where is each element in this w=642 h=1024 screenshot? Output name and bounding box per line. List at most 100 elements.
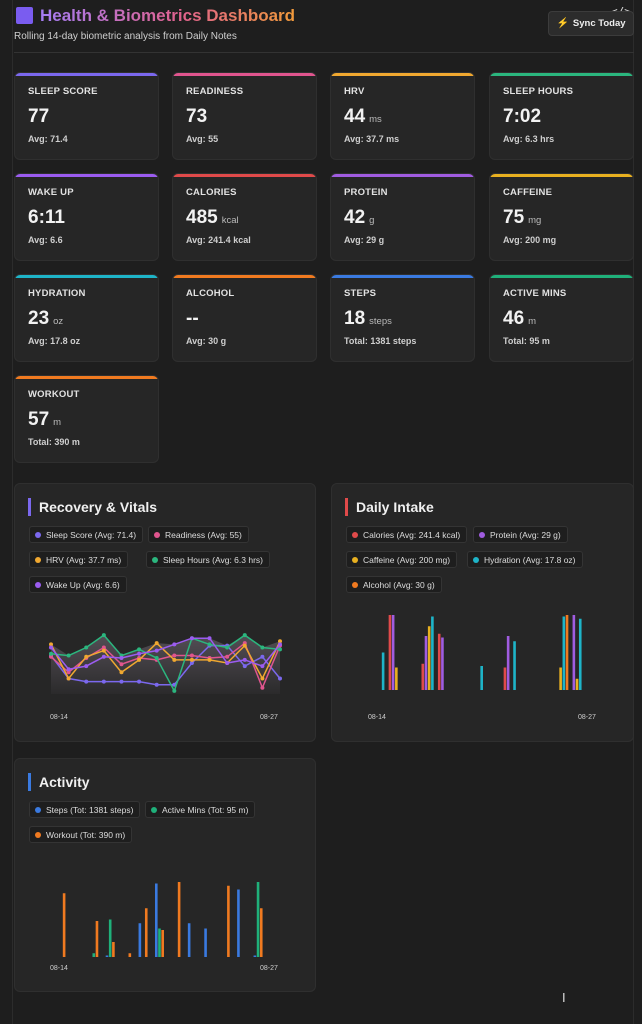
bar[interactable] (112, 942, 115, 957)
legend-item[interactable]: Active Mins (Tot: 95 m) (145, 801, 256, 818)
bar[interactable] (565, 615, 569, 690)
data-point[interactable] (101, 679, 106, 684)
legend-item[interactable]: Readiness (Avg: 55) (148, 526, 249, 543)
data-point[interactable] (207, 636, 212, 641)
data-point[interactable] (119, 670, 124, 675)
legend-item[interactable]: Caffeine (Avg: 200 mg) (346, 551, 458, 568)
data-point[interactable] (137, 651, 142, 656)
data-point[interactable] (154, 648, 159, 653)
data-point[interactable] (137, 679, 142, 684)
bar[interactable] (144, 908, 148, 957)
data-point[interactable] (49, 651, 53, 656)
legend-item[interactable]: Alcohol (Avg: 30 g) (346, 576, 442, 593)
bar[interactable] (253, 955, 257, 958)
bar[interactable] (395, 667, 398, 691)
data-point[interactable] (49, 654, 53, 659)
data-point[interactable] (242, 664, 247, 669)
bar[interactable] (381, 652, 385, 691)
data-point[interactable] (66, 653, 71, 658)
data-point[interactable] (260, 685, 265, 690)
bar[interactable] (92, 953, 96, 957)
bar[interactable] (391, 615, 395, 690)
data-point[interactable] (278, 647, 282, 652)
bar[interactable] (562, 616, 566, 691)
bar[interactable] (256, 882, 260, 957)
legend-item[interactable]: Protein (Avg: 29 g) (473, 526, 568, 543)
data-point[interactable] (278, 639, 282, 644)
data-point[interactable] (154, 656, 159, 661)
data-point[interactable] (278, 642, 282, 647)
bar[interactable] (177, 882, 181, 957)
data-point[interactable] (207, 642, 212, 647)
data-point[interactable] (260, 654, 265, 659)
bar[interactable] (105, 955, 109, 958)
data-point[interactable] (84, 645, 89, 650)
legend-item[interactable]: Calories (Avg: 241.4 kcal) (346, 526, 468, 543)
bar[interactable] (503, 667, 507, 691)
data-point[interactable] (260, 645, 265, 650)
bar[interactable] (237, 889, 240, 958)
data-point[interactable] (172, 657, 177, 662)
data-point[interactable] (49, 645, 53, 650)
data-point[interactable] (66, 667, 71, 672)
bar[interactable] (421, 663, 425, 690)
legend-item[interactable]: Steps (Tot: 1381 steps) (29, 801, 141, 818)
data-point[interactable] (66, 670, 71, 675)
data-point[interactable] (260, 676, 265, 681)
data-point[interactable] (207, 657, 212, 662)
bar[interactable] (431, 616, 434, 691)
bar[interactable] (138, 923, 142, 957)
sync-today-button[interactable]: ⚡ Sync Today (548, 11, 634, 36)
bar[interactable] (427, 626, 431, 690)
data-point[interactable] (84, 654, 89, 659)
data-point[interactable] (172, 653, 177, 658)
data-point[interactable] (189, 657, 194, 662)
bar[interactable] (506, 636, 510, 690)
data-point[interactable] (101, 654, 106, 659)
bar[interactable] (204, 928, 207, 958)
bar[interactable] (480, 666, 483, 690)
data-point[interactable] (119, 656, 124, 661)
data-point[interactable] (101, 633, 106, 638)
data-point[interactable] (225, 661, 230, 665)
legend-item[interactable]: Sleep Score (Avg: 71.4) (29, 526, 144, 543)
data-point[interactable] (260, 664, 265, 669)
data-point[interactable] (101, 648, 106, 653)
bar[interactable] (128, 953, 132, 957)
legend-item[interactable]: HRV (Avg: 37.7 ms) (29, 551, 129, 568)
data-point[interactable] (154, 682, 159, 687)
data-point[interactable] (189, 653, 194, 658)
legend-item[interactable]: Hydration (Avg: 17.8 oz) (467, 551, 583, 568)
data-point[interactable] (84, 679, 89, 684)
data-point[interactable] (154, 641, 159, 646)
bar[interactable] (108, 919, 112, 958)
bar[interactable] (95, 921, 99, 957)
bar[interactable] (441, 637, 444, 691)
bar[interactable] (388, 615, 392, 690)
data-point[interactable] (278, 676, 282, 681)
data-point[interactable] (137, 647, 142, 652)
data-point[interactable] (189, 636, 194, 641)
data-point[interactable] (119, 679, 124, 684)
bar[interactable] (161, 930, 164, 957)
bar[interactable] (578, 618, 582, 690)
bar[interactable] (62, 893, 66, 957)
data-point[interactable] (172, 688, 177, 693)
data-point[interactable] (49, 642, 53, 647)
data-point[interactable] (101, 645, 106, 650)
data-point[interactable] (242, 643, 247, 648)
data-point[interactable] (119, 662, 124, 667)
bar[interactable] (572, 615, 576, 690)
data-point[interactable] (137, 657, 142, 662)
data-point[interactable] (225, 654, 230, 659)
bar[interactable] (437, 633, 441, 690)
bar[interactable] (424, 636, 428, 690)
data-point[interactable] (189, 661, 194, 665)
bar[interactable] (227, 885, 230, 957)
data-point[interactable] (84, 664, 89, 669)
bar[interactable] (513, 641, 516, 690)
bar[interactable] (259, 908, 263, 957)
data-point[interactable] (225, 645, 230, 650)
bar[interactable] (559, 667, 562, 691)
bar[interactable] (575, 678, 579, 690)
